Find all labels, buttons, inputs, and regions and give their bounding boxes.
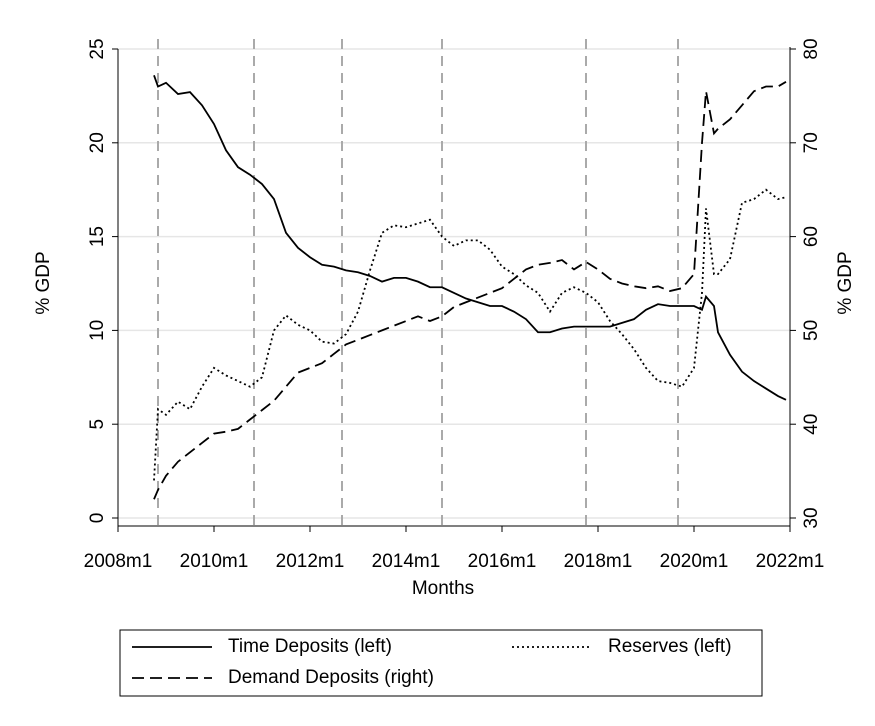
x-tick-label: 2018m1 (564, 551, 633, 572)
x-tick-label: 2010m1 (180, 551, 249, 572)
y2-tick-label: 50 (801, 320, 822, 341)
x-tick-label: 2020m1 (660, 551, 729, 572)
legend-label: Reserves (left) (608, 636, 732, 657)
legend-box (119, 629, 763, 697)
x-tick-label: 2012m1 (276, 551, 345, 572)
x-tick-label: 2016m1 (468, 551, 537, 572)
line-series (153, 81, 787, 500)
legend-label: Time Deposits (left) (228, 636, 392, 657)
y2-tick-label: 70 (801, 132, 822, 153)
x-tick-label: 2008m1 (84, 551, 153, 572)
y-tick-label: 25 (87, 38, 108, 59)
x-tick-label: 2014m1 (372, 551, 441, 572)
y2-tick-label: 80 (801, 38, 822, 59)
line-series (153, 188, 787, 481)
y2-tick-label: 40 (801, 414, 822, 435)
x-axis-label: Months (412, 578, 474, 599)
legend-label: Demand Deposits (right) (228, 667, 434, 688)
y-tick-label: 15 (87, 226, 108, 247)
y-tick-label: 0 (87, 513, 108, 524)
y-tick-label: 5 (87, 419, 108, 430)
y-axis-label: % GDP (33, 251, 54, 314)
y-tick-label: 20 (87, 132, 108, 153)
y2-tick-label: 60 (801, 226, 822, 247)
y2-tick-label: 30 (801, 507, 822, 528)
y-tick-label: 10 (87, 320, 108, 341)
y2-axis-label: % GDP (835, 251, 856, 314)
line-series (153, 74, 787, 401)
x-tick-label: 2022m1 (756, 551, 825, 572)
